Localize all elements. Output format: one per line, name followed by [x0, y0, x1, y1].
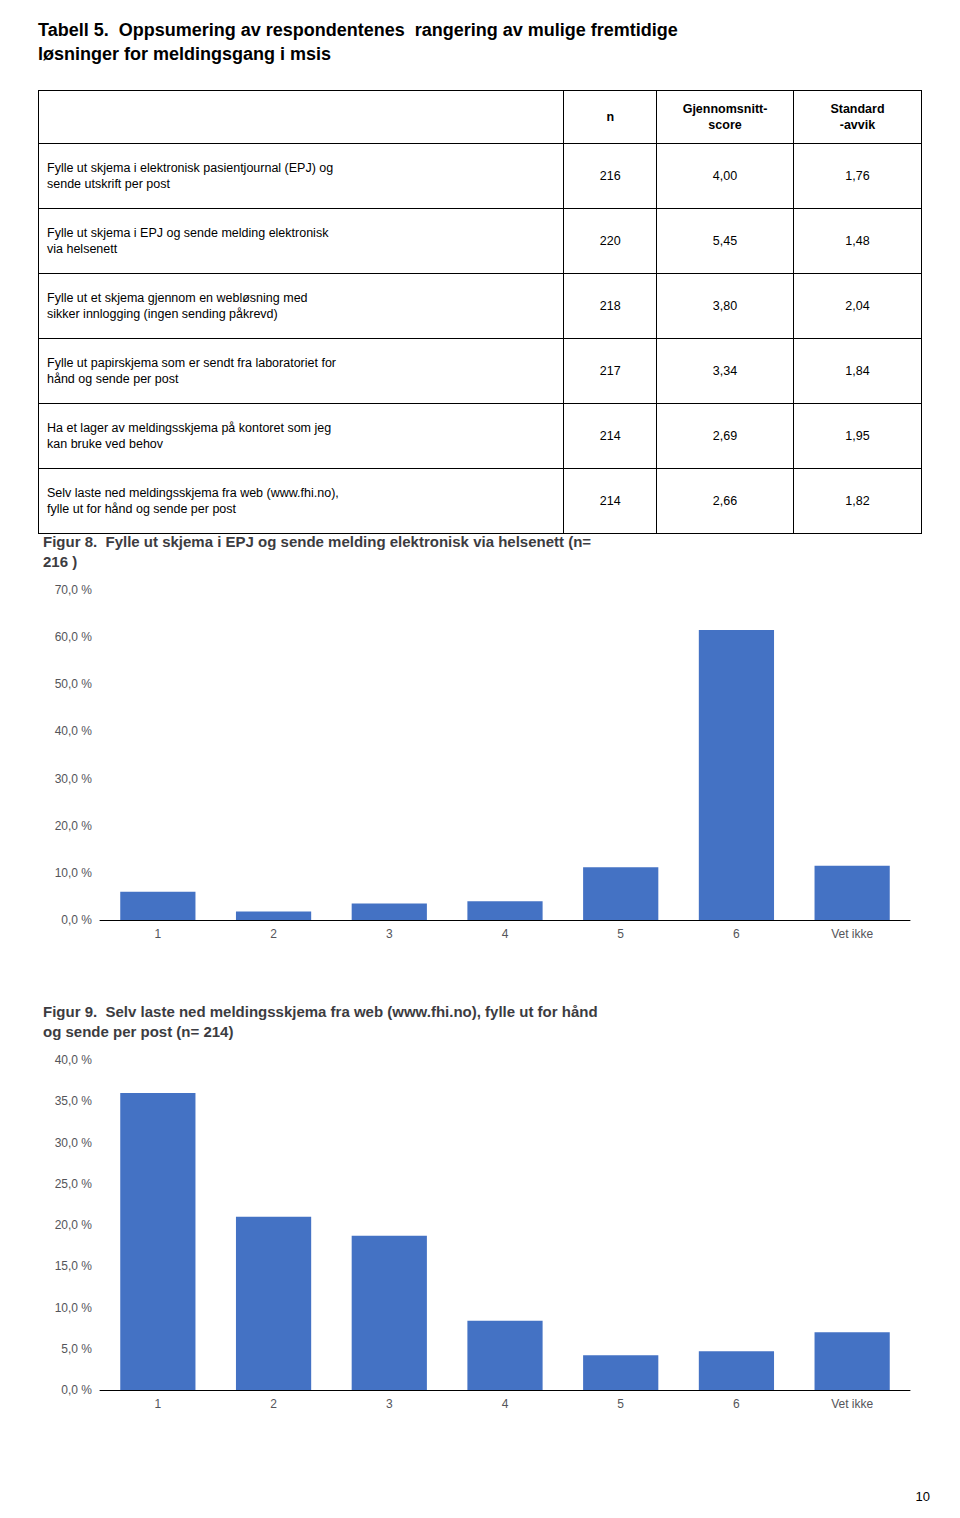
html-text:220: 220 [599, 233, 621, 248]
html-text:Selv laste ned meldingsskjema: Selv laste ned meldingsskjema fra web (w… [47, 485, 339, 516]
html-text:Fylle ut et skjema gjennom en: Fylle ut et skjema gjennom en webløsning… [47, 290, 308, 321]
html-text:4,00: 4,00 [712, 168, 738, 183]
html-text:217: 217 [599, 363, 621, 378]
svg-text:60,0 %: 60,0 % [55, 630, 93, 644]
svg-text:10,0 %: 10,0 % [55, 866, 93, 880]
html-text:Gjennomsnitt- score: Gjennomsnitt- score [682, 101, 768, 132]
html-text:n: n [606, 109, 615, 124]
html-text:1,48: 1,48 [845, 233, 870, 248]
html-text:Fylle ut papirskjema som er se: Fylle ut papirskjema som er sendt fra la… [47, 355, 336, 386]
svg-text:5: 5 [617, 1397, 624, 1411]
html-text:216: 216 [599, 168, 621, 183]
html-text:10: 10 [915, 1489, 930, 1504]
svg-text:30,0 %: 30,0 % [55, 1136, 93, 1150]
html-text:Fylle ut skjema i EPJ og sende: Fylle ut skjema i EPJ og sende melding e… [47, 225, 329, 256]
svg-text:35,0 %: 35,0 % [55, 1094, 93, 1108]
html-text:1,76: 1,76 [845, 168, 870, 183]
svg-text:30,0 %: 30,0 % [55, 772, 93, 786]
svg-text:20,0 %: 20,0 % [55, 819, 93, 833]
svg-text:Vet ikke: Vet ikke [831, 1397, 873, 1411]
svg-text:4: 4 [502, 1397, 509, 1411]
svg-text:40,0 %: 40,0 % [55, 1053, 93, 1067]
html-text:Fylle ut skjema i elektronisk: Fylle ut skjema i elektronisk pasientjou… [47, 160, 334, 191]
html-text:2,69: 2,69 [712, 428, 738, 443]
svg-text:216 ): 216 ) [43, 553, 77, 570]
html-text:218: 218 [599, 298, 621, 313]
html-text:2,66: 2,66 [712, 493, 738, 508]
html-text:Ha et lager av meldingsskjema: Ha et lager av meldingsskjema på kontore… [47, 420, 332, 451]
html-text:3,80: 3,80 [712, 298, 738, 313]
svg-text:1: 1 [155, 927, 162, 941]
svg-text:1: 1 [155, 1397, 162, 1411]
html-text:5,45: 5,45 [712, 233, 738, 248]
svg-text:Figur 8. Fylle ut skjema i EP: Figur 8. Fylle ut skjema i EPJ og sende … [43, 533, 591, 550]
svg-text:40,0 %: 40,0 % [55, 724, 93, 738]
svg-text:4: 4 [502, 927, 509, 941]
html-text:1,84: 1,84 [845, 363, 870, 378]
html-text:Tabell 5. Oppsumering av respo: Tabell 5. Oppsumering av respondentenes … [38, 20, 678, 65]
svg-text:0,0 %: 0,0 % [61, 1383, 92, 1397]
svg-text:Vet ikke: Vet ikke [831, 927, 873, 941]
html-text:Standard -avvik: Standard -avvik [830, 101, 885, 132]
svg-text:2: 2 [270, 927, 277, 941]
svg-text:Figur 9. Selv laste ned meldi: Figur 9. Selv laste ned meldingsskjema f… [43, 1003, 598, 1020]
svg-text:5: 5 [617, 927, 624, 941]
html-text:3,34: 3,34 [712, 363, 738, 378]
html-text:1,95: 1,95 [845, 428, 870, 443]
svg-text:3: 3 [386, 927, 393, 941]
svg-text:15,0 %: 15,0 % [55, 1259, 93, 1273]
svg-text:5,0 %: 5,0 % [61, 1342, 92, 1356]
svg-text:2: 2 [270, 1397, 277, 1411]
svg-text:og sende per post (n= 214): og sende per post (n= 214) [43, 1023, 233, 1040]
svg-text:3: 3 [386, 1397, 393, 1411]
html-text:2,04: 2,04 [845, 298, 870, 313]
svg-text:20,0 %: 20,0 % [55, 1218, 93, 1232]
html-text:214: 214 [599, 493, 621, 508]
svg-text:70,0 %: 70,0 % [55, 583, 93, 597]
svg-text:6: 6 [733, 1397, 740, 1411]
html-text:214: 214 [599, 428, 621, 443]
svg-text:10,0 %: 10,0 % [55, 1301, 93, 1315]
svg-text:6: 6 [733, 927, 740, 941]
html-text:1,82: 1,82 [845, 493, 870, 508]
svg-text:0,0 %: 0,0 % [61, 913, 92, 927]
svg-text:25,0 %: 25,0 % [55, 1177, 93, 1191]
svg-text:50,0 %: 50,0 % [55, 677, 93, 691]
